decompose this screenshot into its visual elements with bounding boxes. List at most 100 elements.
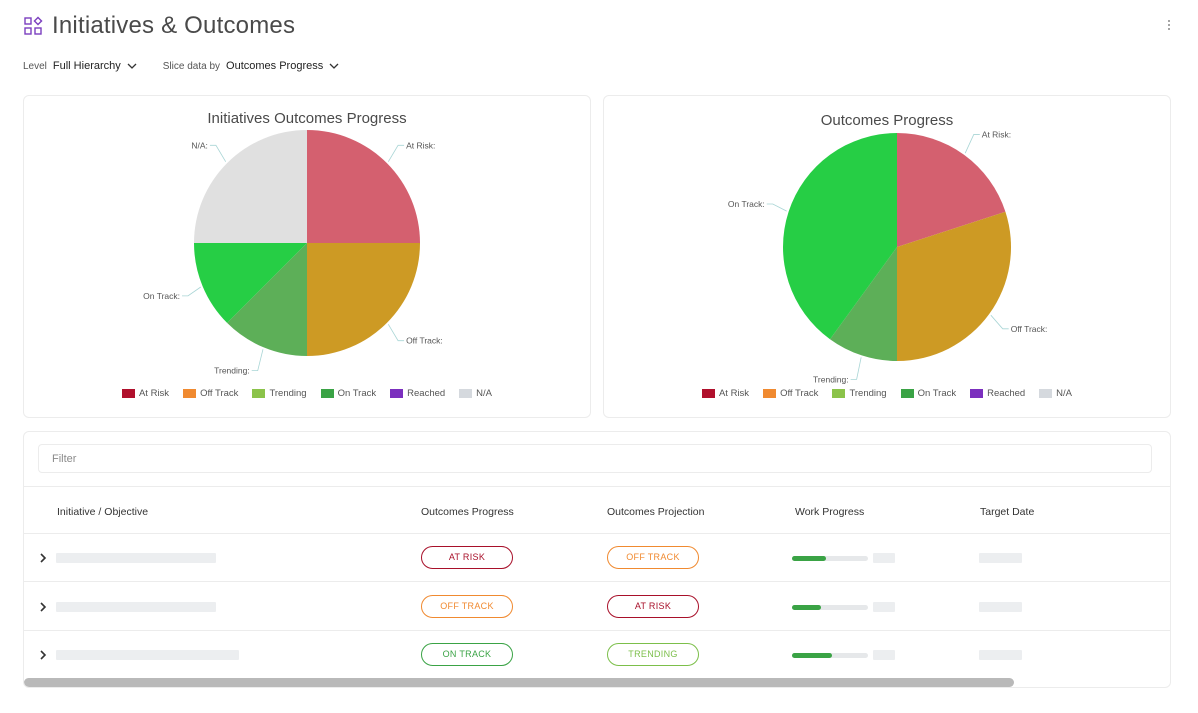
pie-slice-label: On Track:	[143, 291, 180, 301]
legend-label: Trending	[849, 388, 887, 399]
pie-leader-line	[964, 134, 980, 154]
pie-slice-label: At Risk:	[982, 129, 1011, 139]
legend-label: At Risk	[138, 388, 170, 399]
legend-swatch	[701, 389, 715, 398]
legend-label: Off Track	[200, 388, 239, 399]
pie-slice[interactable]	[307, 243, 420, 356]
grid-shapes-icon	[24, 16, 43, 35]
pie-slice-label: Off Track:	[406, 336, 443, 346]
initiative-name-placeholder	[56, 602, 216, 612]
pie-slice[interactable]	[897, 133, 1006, 247]
legend-item[interactable]: On Track	[320, 388, 377, 399]
pie-slice[interactable]	[829, 247, 897, 361]
level-value: Full Hierarchy	[52, 60, 121, 72]
work-progress-fill	[792, 556, 827, 561]
status-badge-progress: AT RISK	[421, 546, 513, 569]
table-row[interactable]: OFF TRACK AT RISK	[24, 583, 1170, 631]
status-badge-projection: OFF TRACK	[607, 546, 699, 569]
pie-slice[interactable]	[307, 130, 420, 243]
initiative-name-placeholder	[56, 553, 216, 563]
legend-swatch	[900, 389, 914, 398]
slice-label: Slice data by	[162, 60, 221, 72]
legend-label: N/A	[1056, 388, 1073, 399]
chart-title: Outcomes Progress	[820, 112, 954, 129]
legend-item[interactable]: Off Track	[183, 388, 238, 399]
initiatives-table: Initiative / Objective Outcomes Progress…	[23, 431, 1171, 688]
initiative-name-placeholder	[56, 650, 239, 660]
legend-label: Reached	[407, 388, 446, 399]
chevron-down-icon	[127, 63, 137, 69]
legend-item[interactable]: Reached	[390, 388, 445, 399]
horizontal-scrollbar[interactable]	[24, 678, 1014, 687]
pie-chart-initiatives: At Risk: Off Track: Trending: On Track: N/A:	[143, 130, 443, 376]
level-label: Level	[23, 60, 47, 72]
chart-card-initiatives: Initiatives Outcomes Progress At Risk: Of…	[23, 95, 591, 418]
filter-bar: Level Full Hierarchy Slice data by Outco…	[23, 60, 365, 72]
pie-slice[interactable]	[897, 211, 1011, 361]
legend-swatch	[252, 389, 266, 398]
chevron-right-icon[interactable]	[39, 650, 47, 660]
work-progress-value-placeholder	[873, 602, 895, 612]
legend-label: On Track	[337, 388, 377, 399]
column-header[interactable]: Work Progress	[795, 506, 865, 518]
column-header[interactable]: Target Date	[980, 506, 1035, 518]
legend-label: Off Track	[780, 388, 819, 399]
column-header[interactable]: Outcomes Projection	[607, 506, 705, 518]
chevron-down-icon	[329, 63, 339, 69]
pie-slice-label: On Track:	[728, 199, 765, 209]
work-progress-bar	[792, 653, 868, 658]
target-date-placeholder	[979, 602, 1022, 612]
legend-swatch	[832, 389, 846, 398]
status-badge-progress: OFF TRACK	[421, 595, 513, 618]
level-dropdown[interactable]: Full Hierarchy	[53, 60, 137, 72]
column-header[interactable]: Outcomes Progress	[421, 506, 514, 518]
page-header: Initiatives & Outcomes	[23, 12, 295, 40]
legend-item[interactable]: Reached	[970, 388, 1025, 399]
legend-item[interactable]: N/A	[1039, 388, 1072, 399]
legend-item[interactable]: On Track	[900, 388, 957, 399]
legend-swatch	[320, 389, 334, 398]
column-header[interactable]: Initiative / Objective	[57, 506, 149, 518]
pie-leader-line	[182, 286, 201, 297]
legend-item[interactable]: At Risk	[701, 388, 749, 399]
legend-swatch	[970, 389, 984, 398]
kebab-menu-icon[interactable]	[1166, 20, 1172, 34]
pie-slice[interactable]	[227, 243, 307, 356]
pie-slice[interactable]	[194, 130, 307, 243]
chart-card-outcomes: Outcomes Progress At Risk: Off Track: Tren…	[603, 95, 1171, 418]
legend-item[interactable]: Trending	[252, 388, 307, 399]
status-badge-progress: ON TRACK	[421, 643, 513, 666]
slice-dropdown[interactable]: Outcomes Progress	[226, 60, 339, 72]
legend-swatch	[459, 389, 473, 398]
legend-label: N/A	[476, 388, 493, 399]
table-row[interactable]: AT RISK OFF TRACK	[24, 534, 1170, 582]
work-progress-value-placeholder	[873, 553, 895, 563]
pie-slice[interactable]	[194, 243, 307, 323]
legend-item[interactable]: At Risk	[121, 388, 170, 399]
chevron-right-icon[interactable]	[39, 602, 47, 612]
legend-swatch	[121, 389, 135, 398]
pie-leader-line	[209, 144, 227, 162]
pie-chart-outcomes: At Risk: Off Track: Trending: On Track:	[728, 129, 1047, 384]
pie-leader-line	[387, 144, 405, 162]
pie-slice[interactable]	[783, 133, 897, 340]
pie-leader-line	[387, 324, 405, 342]
work-progress-fill	[792, 653, 833, 658]
legend-label: Trending	[269, 388, 307, 399]
chart-title: Initiatives Outcomes Progress	[207, 110, 407, 127]
status-badge-projection: AT RISK	[607, 595, 699, 618]
filter-input[interactable]	[38, 444, 1152, 473]
chevron-right-icon[interactable]	[39, 553, 47, 563]
legend-item[interactable]: N/A	[459, 388, 492, 399]
pie-leader-line	[850, 357, 862, 380]
legend-item[interactable]: Trending	[832, 388, 887, 399]
legend-label: On Track	[917, 388, 957, 399]
chart-legend: At Risk Off Track Trending On Track Reached N…	[604, 388, 1170, 399]
work-progress-value-placeholder	[873, 650, 895, 660]
table-row[interactable]: ON TRACK TRENDING	[24, 631, 1170, 679]
legend-item[interactable]: Off Track	[763, 388, 818, 399]
work-progress-fill	[792, 605, 821, 610]
chart-legend: At Risk Off Track Trending On Track Reached N…	[24, 388, 590, 399]
work-progress-bar	[792, 556, 868, 561]
page-title: Initiatives & Outcomes	[52, 12, 296, 39]
